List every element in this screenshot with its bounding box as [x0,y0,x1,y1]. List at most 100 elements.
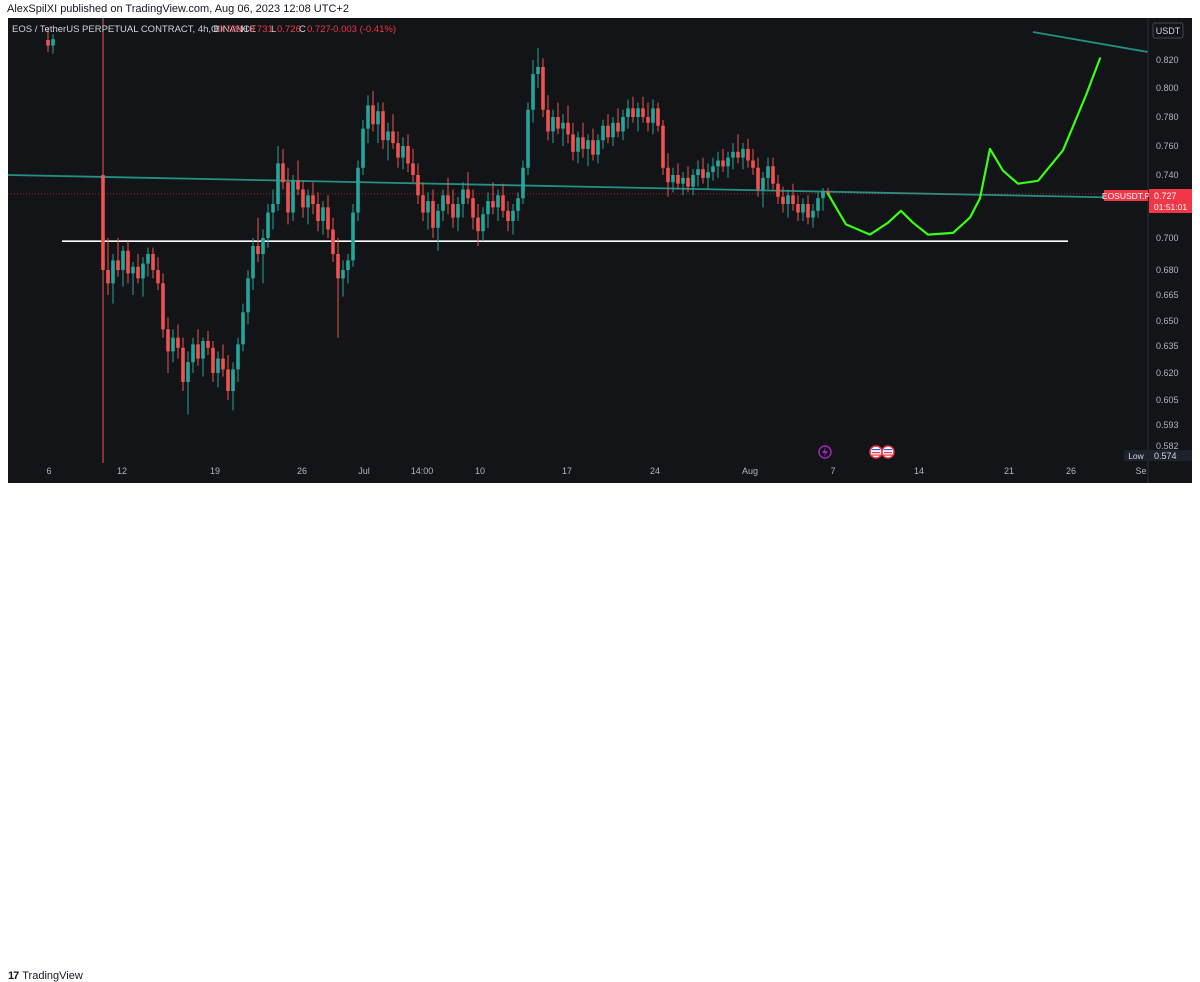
candle-body [631,108,635,117]
candle [676,163,680,190]
candle [741,143,745,170]
low-tag-value: 0.574 [1154,451,1177,461]
candle-body [391,131,395,144]
candle-body [746,148,750,161]
candle-body [706,172,710,178]
candle-body [561,122,565,129]
candle [216,351,220,388]
candle-body [316,204,320,221]
candle [406,134,410,173]
candle [161,273,165,338]
candle [516,192,520,221]
candle [446,177,450,215]
candle-body [766,166,770,178]
candle-body [261,238,265,254]
candle-body [791,195,795,204]
candle [526,102,530,175]
candle [571,122,575,161]
candle-body [51,39,55,46]
price-tick-label: 0.820 [1156,55,1179,65]
candle-body [796,204,800,213]
chart-background [8,18,1192,483]
candle-body [271,204,275,213]
candle [451,189,455,228]
candle-body [781,196,785,204]
candle-body [771,166,775,184]
chart-panel[interactable]: 0.8200.8000.7800.7600.7400.7200.7000.680… [8,18,1192,483]
candle-body [701,169,705,178]
publish-line: AlexSpilXI published on TradingView.com,… [7,3,349,15]
candle-body [381,111,385,141]
lightning-event-icon[interactable] [818,445,832,459]
candle [556,102,560,135]
candle [386,122,390,161]
candle-body [451,204,455,218]
candle [131,262,135,295]
candle [521,160,525,204]
candle-body [111,260,115,284]
us-flag-event-icon[interactable] [869,445,883,459]
candle-body [351,212,355,261]
candle-body [816,198,820,211]
candle-body [106,270,110,284]
candle-body [126,250,130,274]
candle-body [506,210,510,221]
candle [461,182,465,218]
candle-body [101,175,105,270]
candle [326,195,330,238]
price-tick-label: 0.780 [1156,112,1179,122]
price-tick-label: 0.680 [1156,265,1179,275]
candle-body [551,117,555,132]
candle-body [46,40,50,46]
candle [551,109,555,144]
candle-body [136,266,140,279]
candle-body [341,270,345,279]
candle [336,238,340,338]
candle [291,175,295,221]
candle-body [516,198,520,211]
candle [226,355,230,400]
candlestick-chart[interactable]: 0.8200.8000.7800.7600.7400.7200.7000.680… [8,18,1192,483]
candle-body [206,341,210,348]
candle [691,169,695,196]
candle [166,317,170,373]
candle [546,95,550,141]
descending-trendline [8,174,1149,200]
candle [641,96,645,123]
candle-body [826,190,830,194]
candle-body [191,344,195,363]
candle [486,192,490,228]
currency-button[interactable] [1152,22,1184,39]
candle [351,204,355,267]
price-tick-label: 0.593 [1156,420,1179,430]
candle [581,122,585,158]
candle-body [811,210,815,218]
candle-body [296,180,300,190]
candle [531,60,535,123]
candle-body [501,195,505,211]
candle-body [121,250,125,270]
us-flag-event-icon-2[interactable] [881,445,895,459]
candle [181,337,185,391]
candle-body [426,201,430,213]
candle-body [256,246,260,254]
tradingview-brand[interactable]: 17 TradingView [8,970,83,982]
candle [711,157,715,181]
currency-label: USDT [1156,26,1181,36]
low-tag-label-box [1124,450,1148,461]
candle-body [231,369,235,391]
candle [586,134,590,167]
candle-body [801,204,805,213]
candle-body [731,151,735,158]
symbol-tag-label: EOSUSDT.P [1102,191,1151,201]
time-tick-label: 24 [650,466,660,476]
candle-body [431,201,435,228]
candle-body [686,177,690,187]
low-tag-label: Low [1128,451,1144,461]
candle-body [726,157,730,167]
candle-body [226,369,230,391]
candle [731,143,735,170]
candle [116,238,120,277]
candle [776,175,780,204]
candle [616,108,620,138]
